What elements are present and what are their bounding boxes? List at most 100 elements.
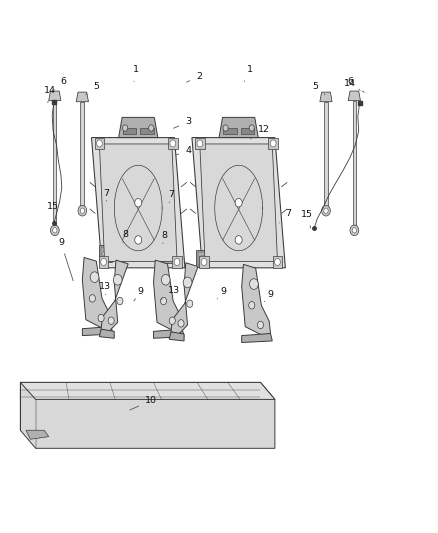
Text: 9: 9: [58, 238, 73, 281]
Text: 15: 15: [47, 203, 59, 219]
Circle shape: [113, 274, 122, 285]
Circle shape: [178, 320, 184, 327]
Text: 1: 1: [244, 66, 253, 82]
Circle shape: [270, 140, 276, 147]
Circle shape: [80, 208, 85, 213]
Circle shape: [174, 259, 180, 265]
Bar: [99, 256, 109, 268]
Bar: [53, 101, 57, 230]
Polygon shape: [153, 260, 182, 332]
Text: 5: 5: [86, 82, 99, 95]
Bar: [223, 128, 237, 134]
Polygon shape: [153, 329, 184, 338]
Text: 4: 4: [176, 146, 191, 155]
Text: 8: 8: [122, 230, 128, 243]
Circle shape: [187, 300, 193, 308]
Polygon shape: [171, 263, 198, 334]
Text: 10: 10: [130, 396, 157, 410]
Bar: [199, 256, 209, 268]
Circle shape: [160, 297, 166, 305]
Text: 14: 14: [44, 85, 56, 103]
Circle shape: [117, 297, 123, 305]
Circle shape: [78, 205, 87, 216]
Circle shape: [170, 140, 176, 147]
Bar: [198, 252, 207, 265]
Polygon shape: [348, 91, 360, 101]
Bar: [195, 138, 205, 149]
Circle shape: [108, 317, 114, 325]
Bar: [241, 128, 254, 134]
Circle shape: [169, 317, 175, 325]
Polygon shape: [26, 430, 49, 439]
Polygon shape: [76, 92, 88, 102]
Circle shape: [352, 228, 357, 233]
Polygon shape: [99, 245, 112, 262]
Polygon shape: [20, 382, 275, 399]
Circle shape: [96, 140, 102, 147]
Circle shape: [165, 252, 170, 258]
Circle shape: [200, 255, 205, 262]
Circle shape: [53, 228, 57, 233]
Text: 9: 9: [265, 289, 273, 302]
Polygon shape: [196, 250, 208, 267]
Polygon shape: [101, 260, 128, 332]
Circle shape: [135, 236, 142, 244]
Text: 15: 15: [301, 210, 313, 228]
Text: 3: 3: [173, 117, 191, 128]
Polygon shape: [192, 138, 286, 268]
Circle shape: [103, 251, 108, 257]
Circle shape: [324, 208, 328, 213]
Polygon shape: [119, 117, 158, 138]
Text: 7: 7: [103, 189, 110, 201]
Bar: [163, 248, 172, 261]
Text: 1: 1: [133, 66, 139, 82]
Polygon shape: [82, 327, 113, 336]
Polygon shape: [242, 334, 272, 343]
Bar: [101, 247, 110, 260]
Circle shape: [275, 259, 280, 265]
Circle shape: [90, 272, 99, 282]
Circle shape: [223, 125, 228, 131]
Circle shape: [123, 125, 128, 131]
Bar: [324, 102, 328, 211]
Text: 7: 7: [168, 190, 174, 203]
Polygon shape: [161, 246, 173, 263]
Circle shape: [197, 140, 203, 147]
Text: 7: 7: [279, 209, 291, 223]
Text: 13: 13: [99, 282, 112, 295]
Circle shape: [249, 125, 254, 131]
Bar: [168, 138, 178, 149]
Circle shape: [235, 198, 242, 207]
Circle shape: [201, 259, 207, 265]
Circle shape: [50, 225, 59, 236]
Circle shape: [183, 277, 192, 288]
Bar: [141, 128, 154, 134]
Circle shape: [148, 125, 154, 131]
Circle shape: [135, 198, 142, 207]
Bar: [172, 256, 182, 268]
Circle shape: [258, 321, 264, 329]
Circle shape: [350, 225, 359, 236]
Circle shape: [98, 314, 104, 322]
Circle shape: [250, 279, 258, 289]
Text: 14: 14: [344, 78, 364, 92]
Polygon shape: [92, 138, 185, 268]
Polygon shape: [320, 92, 332, 102]
Polygon shape: [99, 144, 177, 262]
Text: 9: 9: [134, 287, 143, 301]
Text: 9: 9: [217, 287, 226, 299]
Polygon shape: [200, 144, 278, 262]
Circle shape: [89, 295, 95, 302]
Polygon shape: [82, 257, 111, 329]
Text: 12: 12: [251, 125, 269, 139]
Text: 5: 5: [312, 82, 325, 95]
Bar: [272, 256, 282, 268]
Polygon shape: [99, 329, 114, 338]
Circle shape: [249, 302, 255, 309]
Text: 13: 13: [161, 286, 180, 300]
Polygon shape: [242, 264, 271, 336]
Circle shape: [161, 274, 170, 285]
Text: 6: 6: [53, 77, 66, 90]
Bar: [123, 128, 136, 134]
Polygon shape: [169, 332, 184, 341]
